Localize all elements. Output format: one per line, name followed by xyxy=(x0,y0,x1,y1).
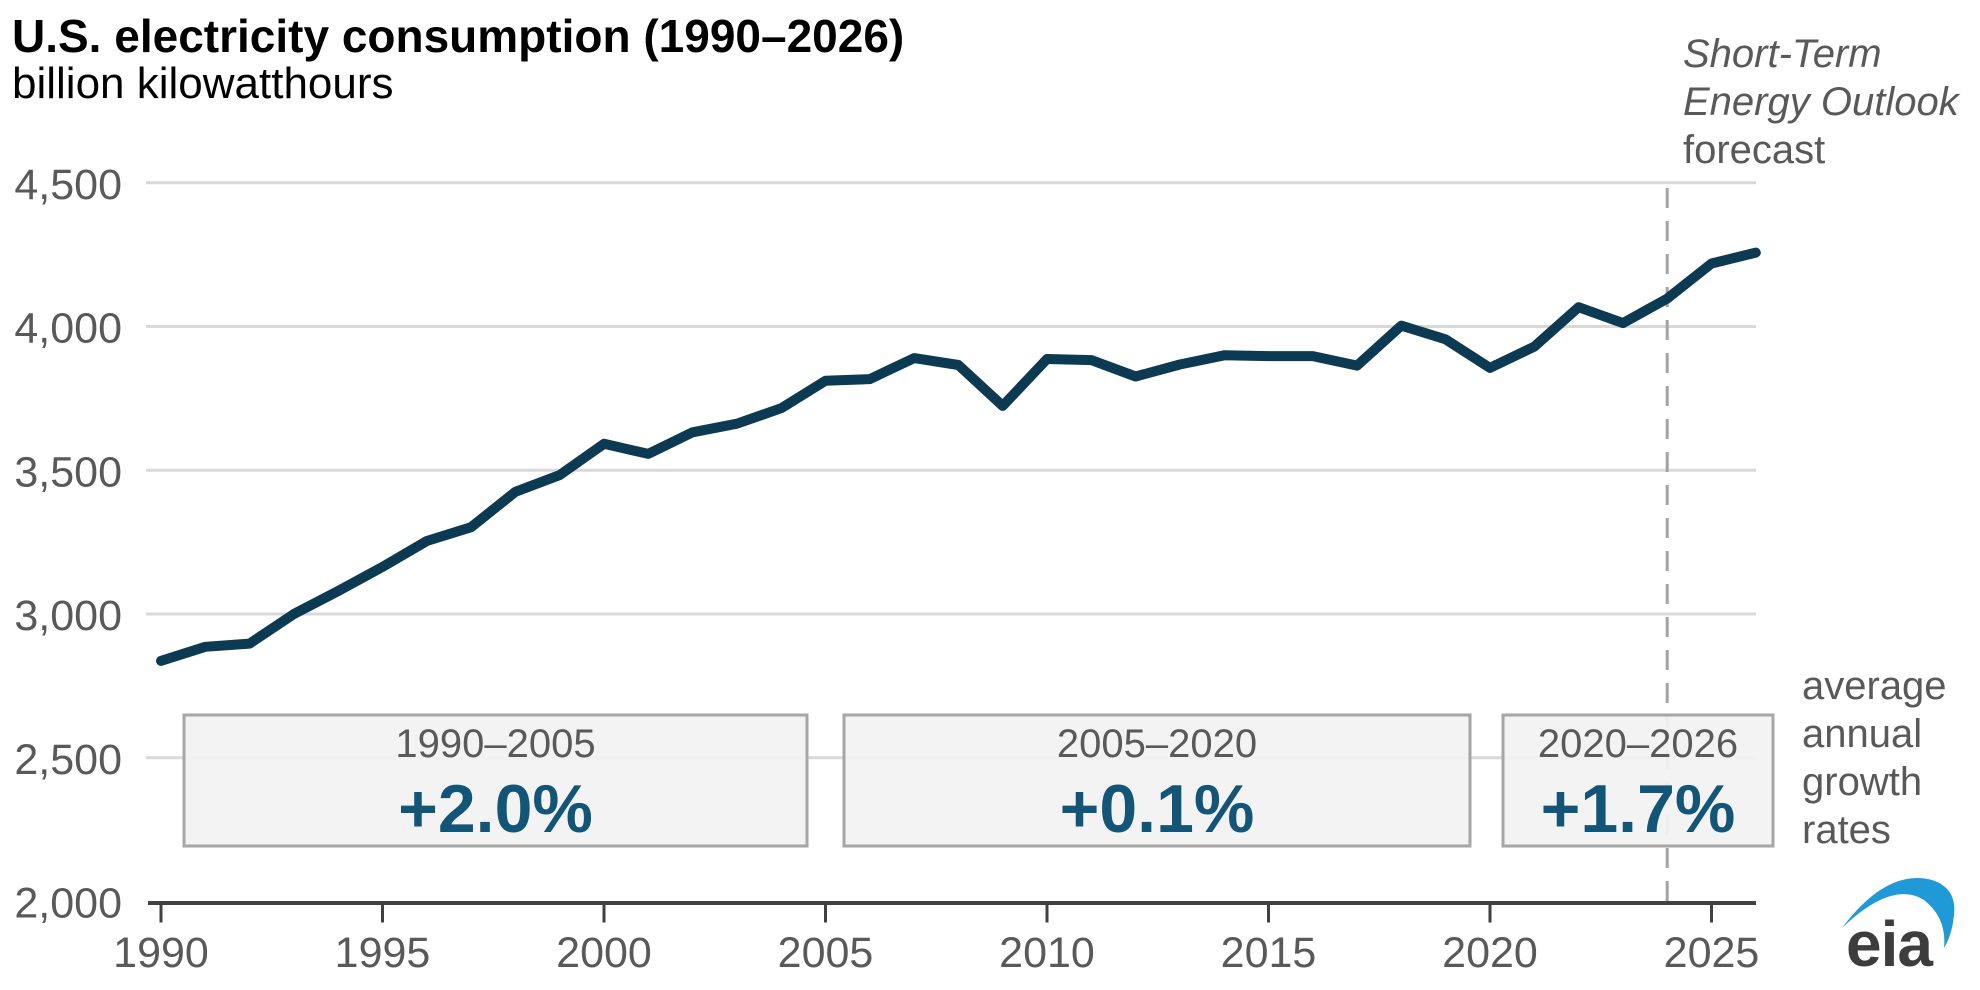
growth-rates-note-line: rates xyxy=(1802,808,1891,852)
growth-box xyxy=(842,713,1472,848)
growth-rates-note-line: annual xyxy=(1802,712,1923,756)
growth-box-period: 2020–2026 xyxy=(1538,722,1738,766)
forecast-annotation: Short-Term Energy Outlook forecast xyxy=(1683,30,1980,174)
forecast-annotation-line3: forecast xyxy=(1683,128,1826,172)
forecast-annotation-line1: Short-Term xyxy=(1683,32,1882,76)
growth-box-rate: +2.0% xyxy=(398,771,593,847)
page-title: U.S. electricity consumption (1990–2026) xyxy=(12,10,905,62)
growth-box-period: 1990–2005 xyxy=(395,722,595,766)
y-axis-label: 4,000 xyxy=(14,305,122,353)
y-axis-label: 4,500 xyxy=(14,161,122,209)
y-axis-label: 3,500 xyxy=(14,448,122,496)
growth-box xyxy=(182,713,809,848)
forecast-annotation-line2: Energy Outlook xyxy=(1683,80,1959,124)
x-axis-label: 2020 xyxy=(1442,929,1538,977)
x-axis-label: 2015 xyxy=(1221,929,1317,977)
x-axis-label: 2000 xyxy=(556,929,652,977)
y-axis-label: 2,500 xyxy=(14,736,122,784)
growth-box-rate: +0.1% xyxy=(1060,771,1255,847)
growth-rates-note-line: average xyxy=(1802,664,1947,708)
x-axis-label: 1995 xyxy=(335,929,431,977)
x-axis-label: 2010 xyxy=(999,929,1095,977)
growth-box-rate: +1.7% xyxy=(1541,771,1736,847)
x-axis-label: 1990 xyxy=(113,929,209,977)
eia-swoosh-icon xyxy=(1842,878,1955,948)
y-axis-label: 3,000 xyxy=(14,592,122,640)
x-axis-label: 2005 xyxy=(778,929,874,977)
chart-units-subtitle: billion kilowatthours xyxy=(12,59,394,108)
x-axis-label: 2025 xyxy=(1664,929,1760,977)
growth-box-period: 2005–2020 xyxy=(1057,722,1257,766)
growth-rates-note-line: growth xyxy=(1802,760,1923,804)
consumption-line xyxy=(156,247,1761,666)
y-axis-label: 2,000 xyxy=(14,880,122,928)
growth-box xyxy=(1501,713,1775,848)
growth-rates-note: average annual growth rates xyxy=(1802,662,1980,854)
eia-logo-text: eia xyxy=(1846,908,1933,980)
eia-logo: eia xyxy=(1842,878,1955,980)
